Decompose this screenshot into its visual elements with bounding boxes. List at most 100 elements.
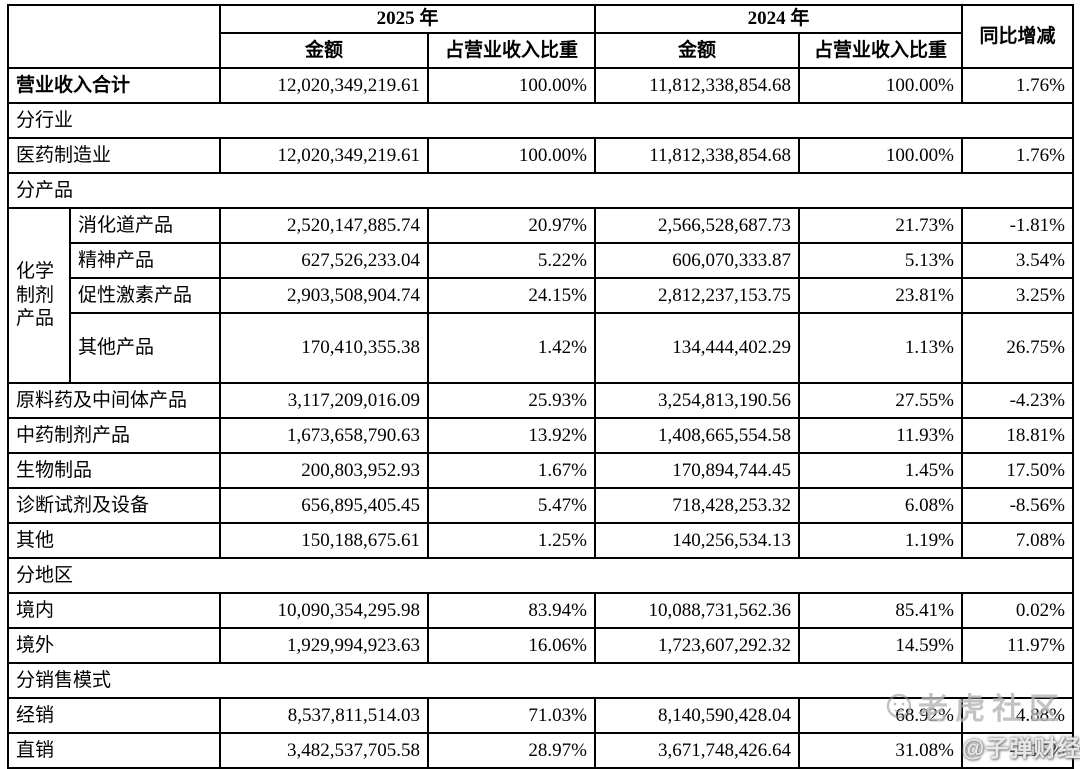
row-label: 境内 — [7, 592, 221, 629]
section-row-region: 分地区 — [7, 557, 1074, 594]
amount-2025-cell: 12,020,349,219.61 — [219, 67, 429, 104]
amount-2024-cell: 1,723,607,292.32 — [594, 627, 800, 664]
row-label: 诊断试剂及设备 — [7, 487, 221, 524]
row-label: 其他 — [7, 522, 221, 559]
ratio-2024-cell: 5.13% — [798, 242, 963, 279]
amount-2024-cell: 140,256,534.13 — [594, 522, 800, 559]
amount-2025-cell: 2,520,147,885.74 — [219, 207, 429, 244]
section-label: 分行业 — [7, 102, 1074, 139]
yoy-cell: 11.97% — [961, 627, 1074, 664]
amount-2024-cell: 170,894,744.45 — [594, 452, 800, 489]
row-label: 直销 — [7, 732, 221, 769]
ratio-2024-cell: 14.59% — [798, 627, 963, 664]
table-row-digestive: 化学制剂产品 消化道产品 2,520,147,885.74 20.97% 2,5… — [7, 207, 1074, 384]
table-row-api: 原料药及中间体产品 3,117,209,016.09 25.93% 3,254,… — [7, 382, 1074, 419]
amount-2025-cell: 200,803,952.93 — [219, 452, 429, 489]
ratio-2025-cell: 100.00% — [427, 137, 596, 174]
header-amount-2025: 金额 — [219, 32, 429, 69]
ratio-2025-cell: 13.92% — [427, 417, 596, 454]
ratio-2024-cell: 23.81% — [798, 277, 963, 314]
ratio-2025-cell: 28.97% — [427, 732, 596, 769]
header-year-2025: 2025 年 — [219, 4, 596, 34]
row-label: 精神产品 — [69, 242, 221, 279]
header-yoy: 同比增减 — [961, 4, 1074, 69]
header-ratio-2025: 占营业收入比重 — [427, 32, 596, 69]
row-label: 生物制品 — [7, 452, 221, 489]
row-label: 原料药及中间体产品 — [7, 382, 221, 419]
ratio-2024-cell: 1.13% — [798, 312, 963, 384]
amount-2024-cell: 1,408,665,554.58 — [594, 417, 800, 454]
yoy-cell: 1.76% — [961, 137, 1074, 174]
amount-2025-cell: 627,526,233.04 — [219, 242, 429, 279]
table-row-biologics: 生物制品 200,803,952.93 1.67% 170,894,744.45… — [7, 452, 1074, 489]
yoy-cell: 18.81% — [961, 417, 1074, 454]
amount-2025-cell: 1,673,658,790.63 — [219, 417, 429, 454]
amount-2024-cell: 134,444,402.29 — [594, 312, 800, 384]
ratio-2024-cell: 100.00% — [798, 67, 963, 104]
yoy-cell: 3.25% — [961, 277, 1074, 314]
ratio-2024-cell: 31.08% — [798, 732, 963, 769]
ratio-2024-cell: 27.55% — [798, 382, 963, 419]
row-label: 境外 — [7, 627, 221, 664]
table-header-year-row: 2025 年 2024 年 同比增减 — [7, 4, 1074, 69]
table-row-total: 营业收入合计 12,020,349,219.61 100.00% 11,812,… — [7, 67, 1074, 104]
ratio-2025-cell: 1.42% — [427, 312, 596, 384]
ratio-2024-cell: 85.41% — [798, 592, 963, 629]
header-amount-2024: 金额 — [594, 32, 800, 69]
table-row-gonadotropin: 促性激素产品 2,903,508,904.74 24.15% 2,812,237… — [8, 277, 1074, 314]
table-row-psychiatric: 精神产品 627,526,233.04 5.22% 606,070,333.87… — [8, 242, 1074, 279]
ratio-2025-cell: 1.67% — [427, 452, 596, 489]
yoy-cell: 7.08% — [961, 522, 1074, 559]
amount-2024-cell: 10,088,731,562.36 — [594, 592, 800, 629]
table-row-other: 其他 150,188,675.61 1.25% 140,256,534.13 1… — [7, 522, 1074, 559]
header-year-2024: 2024 年 — [594, 4, 963, 34]
table-row-other-products: 其他产品 170,410,355.38 1.42% 134,444,402.29… — [8, 312, 1074, 384]
header-ratio-2024: 占营业收入比重 — [798, 32, 963, 69]
amount-2024-cell: 2,566,528,687.73 — [594, 207, 800, 244]
amount-2025-cell: 150,188,675.61 — [219, 522, 429, 559]
row-label: 其他产品 — [69, 312, 221, 384]
section-label: 分产品 — [7, 172, 1074, 209]
yoy-cell: 1.76% — [961, 67, 1074, 104]
amount-2025-cell: 2,903,508,904.74 — [219, 277, 429, 314]
table-row-tcm: 中药制剂产品 1,673,658,790.63 13.92% 1,408,665… — [7, 417, 1074, 454]
row-label: 经销 — [7, 697, 221, 734]
row-label: 营业收入合计 — [7, 67, 221, 104]
yoy-cell: 0.02% — [961, 592, 1074, 629]
table-header-sub-row: 金额 占营业收入比重 金额 占营业收入比重 — [8, 32, 1073, 69]
amount-2024-cell: 2,812,237,153.75 — [594, 277, 800, 314]
header-corner-cell — [7, 4, 221, 69]
amount-2025-cell: 12,020,349,219.61 — [219, 137, 429, 174]
table-row-pharma: 医药制造业 12,020,349,219.61 100.00% 11,812,3… — [7, 137, 1074, 174]
ratio-2025-cell: 100.00% — [427, 67, 596, 104]
section-label: 分销售模式 — [7, 662, 1074, 699]
amount-2024-cell: 718,428,253.32 — [594, 487, 800, 524]
table-row-overseas: 境外 1,929,994,923.63 16.06% 1,723,607,292… — [7, 627, 1074, 664]
row-label: 促性激素产品 — [69, 277, 221, 314]
row-label: 消化道产品 — [69, 207, 221, 244]
amount-2025-cell: 1,929,994,923.63 — [219, 627, 429, 664]
ratio-2025-cell: 5.47% — [427, 487, 596, 524]
amount-2024-cell: 8,140,590,428.04 — [594, 697, 800, 734]
yoy-cell: -4.23% — [961, 382, 1074, 419]
yoy-cell: 17.50% — [961, 452, 1074, 489]
amount-2025-cell: 3,117,209,016.09 — [219, 382, 429, 419]
ratio-2025-cell: 24.15% — [427, 277, 596, 314]
yoy-cell: -1.81% — [961, 207, 1074, 244]
amount-2025-cell: 170,410,355.38 — [219, 312, 429, 384]
ratio-2024-cell: 1.19% — [798, 522, 963, 559]
section-label: 分地区 — [7, 557, 1074, 594]
row-label: 中药制剂产品 — [7, 417, 221, 454]
ratio-2024-cell: 6.08% — [798, 487, 963, 524]
ratio-2025-cell: 83.94% — [427, 592, 596, 629]
amount-2025-cell: 656,895,405.45 — [219, 487, 429, 524]
table-row-domestic: 境内 10,090,354,295.98 83.94% 10,088,731,5… — [7, 592, 1074, 629]
ratio-2024-cell: 68.92% — [798, 697, 963, 734]
amount-2024-cell: 3,254,813,190.56 — [594, 382, 800, 419]
section-row-product: 分产品 — [7, 172, 1074, 209]
row-label: 医药制造业 — [7, 137, 221, 174]
group-label-chemical: 化学制剂产品 — [7, 207, 71, 384]
yoy-cell: 3.54% — [961, 242, 1074, 279]
ratio-2025-cell: 1.25% — [427, 522, 596, 559]
section-row-sales-mode: 分销售模式 — [7, 662, 1074, 699]
